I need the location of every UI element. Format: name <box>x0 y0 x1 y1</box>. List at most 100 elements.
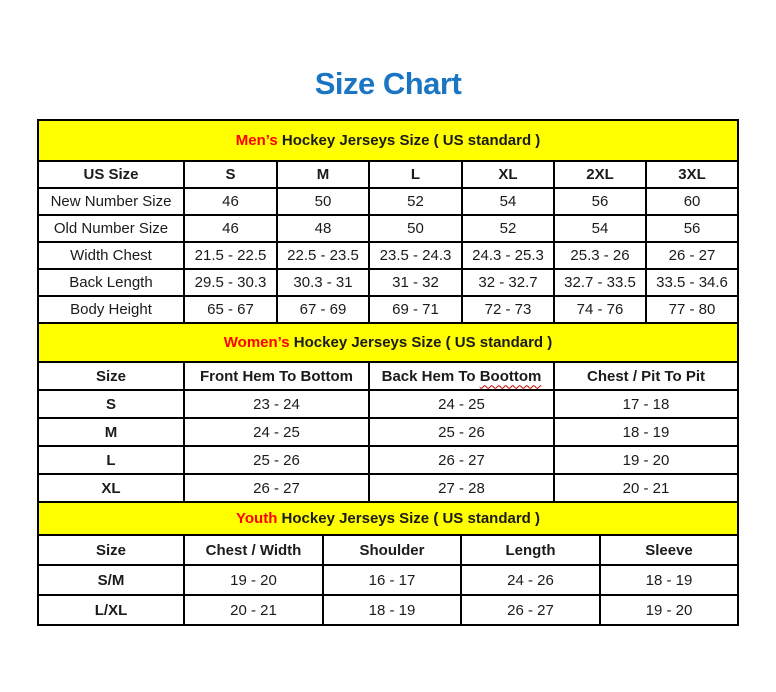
row-label: S/M <box>37 564 185 596</box>
mens-size-table: Men’s Hockey Jerseys Size ( US standard … <box>36 119 740 324</box>
cell: 27 - 28 <box>368 473 555 503</box>
row-label: New Number Size <box>37 187 185 216</box>
womens-banner-row: Women’s Hockey Jerseys Size ( US standar… <box>36 322 740 363</box>
table-row: S 23 - 24 24 - 25 17 - 18 <box>37 389 740 419</box>
column-header: Length <box>460 534 601 566</box>
cell: 31 - 32 <box>368 268 463 297</box>
table-row: L/XL 20 - 21 18 - 19 26 - 27 19 - 20 <box>37 594 739 626</box>
cell: 46 <box>183 187 278 216</box>
row-label: L <box>37 445 185 475</box>
mens-banner-highlight: Men’s <box>235 132 278 149</box>
column-header: Front Hem To Bottom <box>183 361 370 391</box>
cell: 65 - 67 <box>183 295 278 324</box>
cell: 24.3 - 25.3 <box>461 241 555 270</box>
cell: 32.7 - 33.5 <box>553 268 647 297</box>
cell: 19 - 20 <box>552 445 740 475</box>
cell: 52 <box>368 187 463 216</box>
youth-section-banner: Youth Hockey Jerseys Size ( US standard … <box>37 501 739 536</box>
column-header: 2XL <box>553 160 647 189</box>
cell: 19 - 20 <box>183 564 324 596</box>
cell: 18 - 19 <box>599 564 739 596</box>
column-header: 3XL <box>644 160 740 189</box>
cell: 18 - 19 <box>552 417 740 447</box>
cell: 67 - 69 <box>276 295 370 324</box>
table-row: Old Number Size 46 48 50 52 54 56 <box>37 214 740 243</box>
table-row: L 25 - 26 26 - 27 19 - 20 <box>37 445 740 475</box>
mens-banner-text: Hockey Jerseys Size ( US standard ) <box>277 132 541 149</box>
cell: 18 - 19 <box>322 594 462 626</box>
womens-banner-highlight: Women’s <box>223 334 290 351</box>
cell: 26 - 27 <box>368 445 555 475</box>
table-row: Width Chest 21.5 - 22.5 22.5 - 23.5 23.5… <box>37 241 740 270</box>
cell: 29.5 - 30.3 <box>183 268 278 297</box>
cell: 24 - 25 <box>368 389 555 419</box>
row-label: XL <box>37 473 185 503</box>
mens-section-banner: Men’s Hockey Jerseys Size ( US standard … <box>36 119 740 162</box>
table-row: XL 26 - 27 27 - 28 20 - 21 <box>37 473 740 503</box>
size-chart-tables: Men’s Hockey Jerseys Size ( US standard … <box>36 119 740 626</box>
youth-size-table: Youth Hockey Jerseys Size ( US standard … <box>37 501 739 626</box>
cell: 60 <box>644 187 740 216</box>
row-label: Body Height <box>37 295 185 324</box>
column-header: Chest / Pit To Pit <box>552 361 740 391</box>
table-row: Body Height 65 - 67 67 - 69 69 - 71 72 -… <box>37 295 740 324</box>
table-row: M 24 - 25 25 - 26 18 - 19 <box>37 417 740 447</box>
cell: 74 - 76 <box>553 295 647 324</box>
table-row: S/M 19 - 20 16 - 17 24 - 26 18 - 19 <box>37 564 739 596</box>
cell: 24 - 26 <box>460 564 601 596</box>
cell: 26 - 27 <box>644 241 740 270</box>
cell: 26 - 27 <box>460 594 601 626</box>
cell: 20 - 21 <box>183 594 324 626</box>
column-header-text: Back Hem To <box>381 367 480 385</box>
cell: 16 - 17 <box>322 564 462 596</box>
cell: 23.5 - 24.3 <box>368 241 463 270</box>
cell: 25 - 26 <box>368 417 555 447</box>
cell: 56 <box>644 214 740 243</box>
column-header: Chest / Width <box>183 534 324 566</box>
table-row: Back Length 29.5 - 30.3 30.3 - 31 31 - 3… <box>37 268 740 297</box>
womens-section-banner: Women’s Hockey Jerseys Size ( US standar… <box>36 322 740 363</box>
column-header: M <box>276 160 370 189</box>
row-label: L/XL <box>37 594 185 626</box>
misspelled-word: Boottom <box>479 367 542 385</box>
cell: 17 - 18 <box>552 389 740 419</box>
cell: 77 - 80 <box>644 295 740 324</box>
womens-header-row: Size Front Hem To Bottom Back Hem To Boo… <box>37 361 740 391</box>
column-header: US Size <box>37 160 185 189</box>
cell: 54 <box>553 214 647 243</box>
cell: 46 <box>183 214 278 243</box>
cell: 48 <box>276 214 370 243</box>
column-header: XL <box>461 160 555 189</box>
cell: 25.3 - 26 <box>553 241 647 270</box>
page-title: Size Chart <box>314 66 462 101</box>
column-header: Size <box>37 534 185 566</box>
cell: 69 - 71 <box>368 295 463 324</box>
cell: 50 <box>368 214 463 243</box>
youth-banner-row: Youth Hockey Jerseys Size ( US standard … <box>37 501 739 536</box>
cell: 52 <box>461 214 555 243</box>
row-label: M <box>37 417 185 447</box>
column-header: Back Hem To Boottom <box>368 361 555 391</box>
column-header: Sleeve <box>599 534 739 566</box>
column-header: S <box>183 160 278 189</box>
womens-banner-text: Hockey Jerseys Size ( US standard ) <box>289 334 553 351</box>
cell: 22.5 - 23.5 <box>276 241 370 270</box>
cell: 54 <box>461 187 555 216</box>
mens-banner-row: Men’s Hockey Jerseys Size ( US standard … <box>36 119 740 162</box>
row-label: Old Number Size <box>37 214 185 243</box>
column-header: L <box>368 160 463 189</box>
youth-banner-highlight: Youth <box>236 510 278 527</box>
mens-header-row: US Size S M L XL 2XL 3XL <box>37 160 740 189</box>
column-header: Size <box>37 361 185 391</box>
cell: 24 - 25 <box>183 417 370 447</box>
cell: 19 - 20 <box>599 594 739 626</box>
row-label: Width Chest <box>37 241 185 270</box>
cell: 26 - 27 <box>183 473 370 503</box>
column-header: Shoulder <box>322 534 462 566</box>
youth-header-row: Size Chest / Width Shoulder Length Sleev… <box>37 534 739 566</box>
row-label: S <box>37 389 185 419</box>
youth-banner-text: Hockey Jerseys Size ( US standard ) <box>277 510 540 527</box>
row-label: Back Length <box>37 268 185 297</box>
cell: 21.5 - 22.5 <box>183 241 278 270</box>
